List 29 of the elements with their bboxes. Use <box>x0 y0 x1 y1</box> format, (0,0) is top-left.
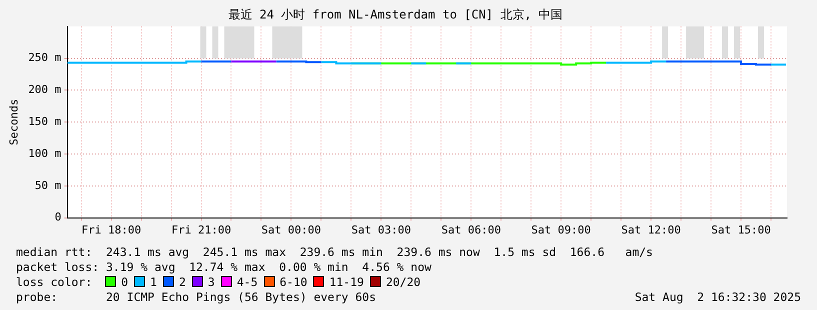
text: median rtt: 243.1 ms avg 245.1 ms max 239.6 ms min 239.6 ms now 1.5 ms sd 166.6 am/s <box>16 245 654 260</box>
legend-title: loss color: <box>16 275 92 289</box>
legend-label: 3 <box>208 275 215 289</box>
text: packet loss: 3.19 % avg 12.74 % max 0.00 % min 4.56 % now <box>16 260 432 275</box>
chart-title: 最近 24 小时 from NL-Amsterdam to [CN] 北京, 中国 <box>228 7 563 22</box>
y-axis-title: Seconds <box>7 98 20 146</box>
y-tick-label: 0 <box>54 210 62 224</box>
legend-label: 20/20 <box>386 275 421 289</box>
x-tick-label: Sat 15:00 <box>711 223 771 236</box>
legend-label: 6-10 <box>280 275 308 289</box>
y-tick-label: 250 m <box>28 51 62 64</box>
y-tick-label: 200 m <box>28 83 62 96</box>
text: probe: 20 ICMP Echo Pings (56 Bytes) every 60s <box>16 290 376 304</box>
x-tick-label: Fri 18:00 <box>81 223 142 236</box>
y-tick-label: 150 m <box>28 114 62 128</box>
x-tick-label: Fri 21:00 <box>171 223 232 236</box>
x-tick-label: Sat 00:00 <box>261 223 322 236</box>
legend-label: 4-5 <box>236 275 258 289</box>
legend-label: 0 <box>121 275 128 289</box>
y-tick-label: 100 m <box>28 146 62 160</box>
x-tick-label: Sat 12:00 <box>621 223 681 236</box>
x-tick-label: Sat 03:00 <box>351 223 411 236</box>
legend-label: 2 <box>178 275 186 289</box>
x-tick-label: Sat 09:00 <box>531 223 591 236</box>
legend-label: 11-19 <box>329 275 364 289</box>
legend-label: 1 <box>150 275 157 289</box>
y-tick-label: 50 m <box>34 178 62 192</box>
text: Sat Aug 2 16:32:30 2025 <box>634 290 801 305</box>
x-tick-label: Sat 06:00 <box>441 223 501 236</box>
